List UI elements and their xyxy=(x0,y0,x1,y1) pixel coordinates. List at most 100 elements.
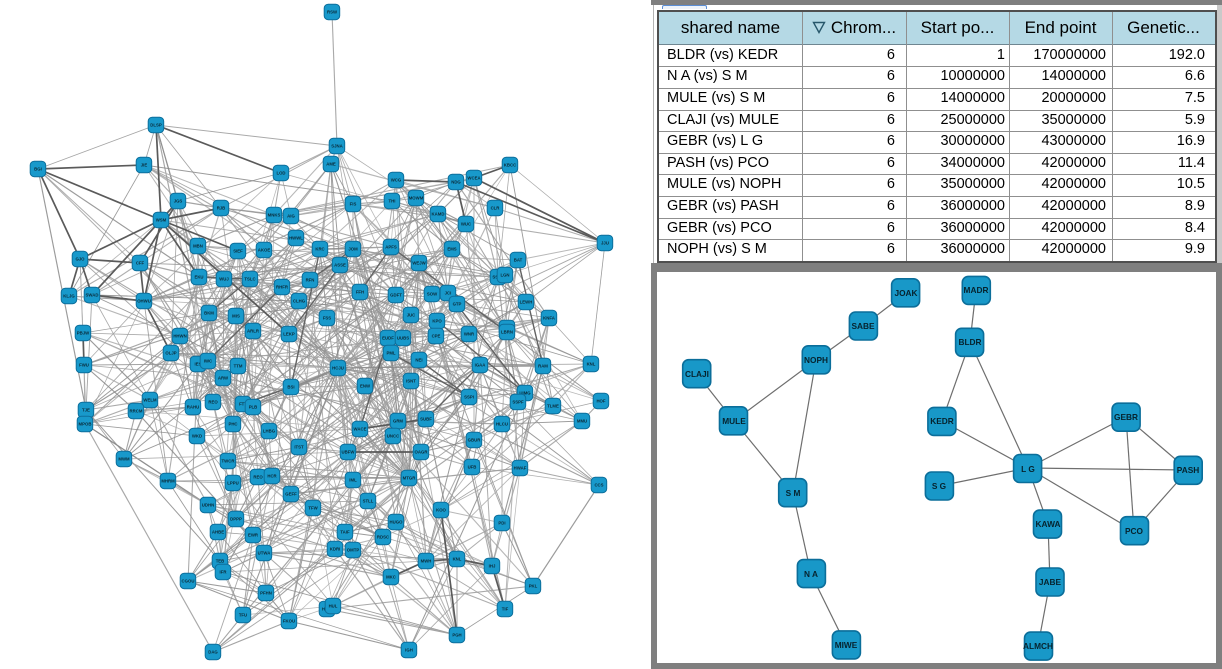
svg-text:NEI: NEI xyxy=(415,358,422,363)
svg-text:MIWE: MIWE xyxy=(835,640,858,650)
svg-text:RSW: RSW xyxy=(327,10,338,15)
svg-text:AHBE: AHBE xyxy=(212,530,224,535)
svg-text:FWU: FWU xyxy=(79,363,89,368)
svg-text:FSS: FSS xyxy=(323,316,331,321)
svg-text:ISNT: ISNT xyxy=(406,379,416,384)
svg-text:LOD: LOD xyxy=(276,171,285,176)
svg-text:LEKP: LEKP xyxy=(283,332,295,337)
svg-text:DAG: DAG xyxy=(208,650,218,655)
svg-text:FKOU: FKOU xyxy=(283,619,295,624)
svg-text:JJU: JJU xyxy=(601,241,609,246)
svg-text:TWCR: TWCR xyxy=(222,459,236,464)
svg-text:KAWA: KAWA xyxy=(1036,519,1061,529)
svg-text:CCS: CCS xyxy=(594,483,603,488)
svg-text:TEB: TEB xyxy=(216,559,225,564)
svg-text:KDRI: KDRI xyxy=(330,547,341,552)
svg-text:SSPI: SSPI xyxy=(464,395,474,400)
svg-text:HWWL: HWWL xyxy=(289,236,303,241)
svg-text:FTT: FTT xyxy=(239,402,247,407)
svg-text:KEDR: KEDR xyxy=(930,416,954,426)
svg-text:KRC: KRC xyxy=(315,247,324,252)
svg-text:DPPP: DPPP xyxy=(230,517,242,522)
svg-text:WELM: WELM xyxy=(143,398,157,403)
svg-text:HUGO: HUGO xyxy=(390,520,404,525)
svg-text:JABE: JABE xyxy=(1039,577,1062,587)
svg-text:RJB: RJB xyxy=(217,206,226,211)
svg-text:MMU: MMU xyxy=(577,419,587,424)
svg-text:TTM: TTM xyxy=(234,364,243,369)
svg-text:KPO: KPO xyxy=(432,319,442,324)
svg-text:JOAK: JOAK xyxy=(894,288,917,298)
svg-text:LHBG: LHBG xyxy=(263,429,276,434)
svg-text:MKC: MKC xyxy=(386,575,396,580)
svg-text:UNCC: UNCC xyxy=(387,434,399,439)
svg-text:HHWN: HHWN xyxy=(173,334,186,339)
svg-text:AKOE: AKOE xyxy=(258,248,271,253)
svg-text:TSLC: TSLC xyxy=(244,277,255,282)
svg-text:WEJW: WEJW xyxy=(412,261,426,266)
svg-text:UFB: UFB xyxy=(468,465,477,470)
svg-text:MWH: MWH xyxy=(421,559,432,564)
svg-text:APFS: APFS xyxy=(385,245,397,250)
svg-text:KAMD: KAMD xyxy=(432,212,445,217)
svg-text:NDG: NDG xyxy=(451,180,461,185)
svg-text:BAT: BAT xyxy=(514,258,523,263)
svg-text:UTWA: UTWA xyxy=(258,551,271,556)
svg-text:RAHU: RAHU xyxy=(187,405,199,410)
svg-text:SOW: SOW xyxy=(427,292,438,297)
svg-text:LPPU: LPPU xyxy=(227,481,238,486)
svg-text:KLJG: KLJG xyxy=(63,294,75,299)
svg-text:PCO: PCO xyxy=(1125,526,1144,536)
svg-text:GBUR: GBUR xyxy=(468,438,482,443)
svg-text:IHJ: IHJ xyxy=(489,564,496,569)
svg-text:LBRN: LBRN xyxy=(501,330,513,335)
svg-text:GEBR: GEBR xyxy=(1114,412,1138,422)
svg-text:EUDF: EUDF xyxy=(382,336,394,341)
svg-text:WACE: WACE xyxy=(354,427,367,432)
svg-text:TJE: TJE xyxy=(82,408,90,413)
svg-text:TFU: TFU xyxy=(239,613,247,618)
svg-text:PGH: PGH xyxy=(452,633,461,638)
svg-text:IWC: IWC xyxy=(204,359,212,364)
svg-text:GTP: GTP xyxy=(453,302,462,307)
svg-text:WUC: WUC xyxy=(461,222,471,227)
svg-text:LEWH: LEWH xyxy=(520,300,533,305)
svg-text:MBN: MBN xyxy=(193,244,203,249)
svg-text:AME: AME xyxy=(326,162,336,167)
svg-text:KNFA: KNFA xyxy=(543,316,555,321)
svg-text:MOWM: MOWM xyxy=(409,196,424,201)
svg-text:PBJW: PBJW xyxy=(77,331,90,336)
svg-text:WNR: WNR xyxy=(464,332,475,337)
svg-text:HUL: HUL xyxy=(329,604,338,609)
svg-text:AIG: AIG xyxy=(287,214,295,219)
svg-text:JIE: JIE xyxy=(141,163,148,168)
svg-text:N A: N A xyxy=(804,569,818,579)
svg-text:MULE: MULE xyxy=(722,416,746,426)
svg-text:SIEF: SIEF xyxy=(233,249,243,254)
svg-text:FIS: FIS xyxy=(350,202,357,207)
svg-text:DLSP: DLSP xyxy=(150,123,162,128)
svg-text:GDFT: GDFT xyxy=(390,293,402,298)
svg-text:TAIF: TAIF xyxy=(340,530,350,535)
svg-text:ARLR: ARLR xyxy=(247,329,260,334)
svg-text:OMTP: OMTP xyxy=(347,548,360,553)
svg-text:GEFF: GEFF xyxy=(285,492,297,497)
svg-text:CLHG: CLHG xyxy=(293,299,306,304)
svg-text:MPOB: MPOB xyxy=(79,422,92,427)
svg-text:EMS: EMS xyxy=(447,247,456,252)
svg-text:HCR: HCR xyxy=(267,474,277,479)
svg-text:FFH: FFH xyxy=(356,290,364,295)
svg-text:ALMCH: ALMCH xyxy=(1023,641,1053,651)
svg-text:RAM: RAM xyxy=(538,364,548,369)
svg-text:KNL: KNL xyxy=(453,557,462,562)
svg-text:EWR: EWR xyxy=(248,533,259,538)
svg-text:ENW: ENW xyxy=(360,384,371,389)
svg-text:PHC: PHC xyxy=(228,422,237,427)
svg-text:KNL: KNL xyxy=(587,362,596,367)
svg-text:MTGR: MTGR xyxy=(403,476,417,481)
svg-text:HWAF: HWAF xyxy=(514,466,527,471)
svg-text:CFF: CFF xyxy=(136,261,145,266)
svg-text:CPE: CPE xyxy=(432,334,441,339)
svg-text:REO: REO xyxy=(253,475,263,480)
svg-text:GRM: GRM xyxy=(393,419,403,424)
